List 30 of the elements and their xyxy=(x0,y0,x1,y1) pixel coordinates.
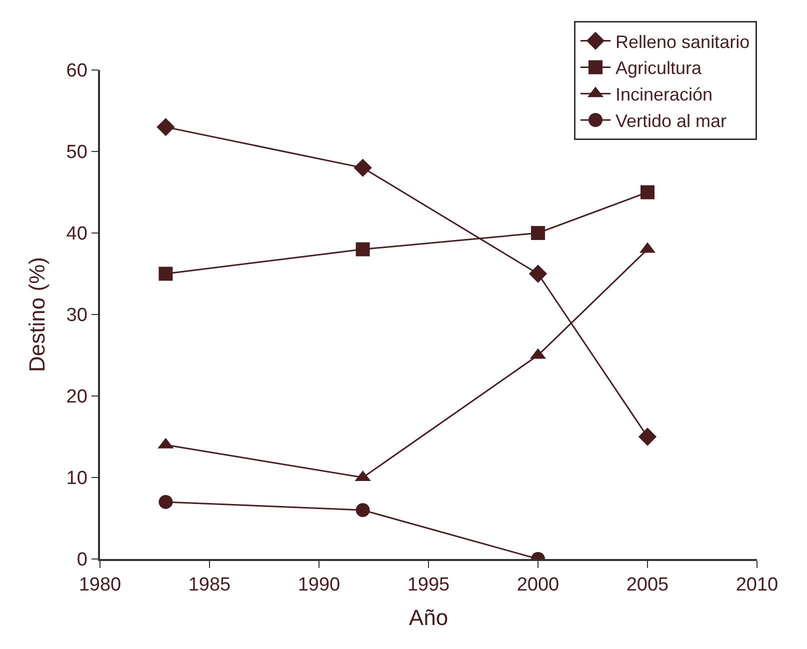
x-tick-label: 2005 xyxy=(626,574,669,596)
y-tick-label: 30 xyxy=(66,305,88,326)
x-tick-label: 2010 xyxy=(736,574,778,596)
legend-label: Relleno sanitario xyxy=(616,32,750,52)
x-axis-title: Año xyxy=(408,604,448,630)
x-tick-label: 2000 xyxy=(516,574,560,596)
y-tick-label: 0 xyxy=(76,550,88,571)
legend-label: Vertido al mar xyxy=(616,111,727,132)
point xyxy=(356,503,370,518)
y-tick-label: 50 xyxy=(66,142,88,164)
y-tick-label: 20 xyxy=(66,386,88,408)
point xyxy=(158,266,173,281)
point xyxy=(638,428,657,446)
y-tick-label: 40 xyxy=(66,224,88,245)
point xyxy=(356,242,370,256)
point xyxy=(354,158,372,177)
y-axis-title: Destino (%) xyxy=(24,257,50,372)
x-tick-label: 1995 xyxy=(407,574,450,596)
x-tick-label: 1990 xyxy=(298,574,340,596)
point xyxy=(156,118,175,136)
x-tick-label: 1980 xyxy=(78,574,122,596)
legend-label: Agricultura xyxy=(616,58,703,78)
x-tick-label: 1985 xyxy=(188,574,231,596)
point xyxy=(531,226,545,240)
y-tick-label: 10 xyxy=(66,468,88,490)
point xyxy=(640,185,654,200)
point xyxy=(158,494,173,509)
legend-label: Incineración xyxy=(616,84,713,105)
point xyxy=(528,264,548,283)
y-tick-label: 60 xyxy=(66,60,88,82)
